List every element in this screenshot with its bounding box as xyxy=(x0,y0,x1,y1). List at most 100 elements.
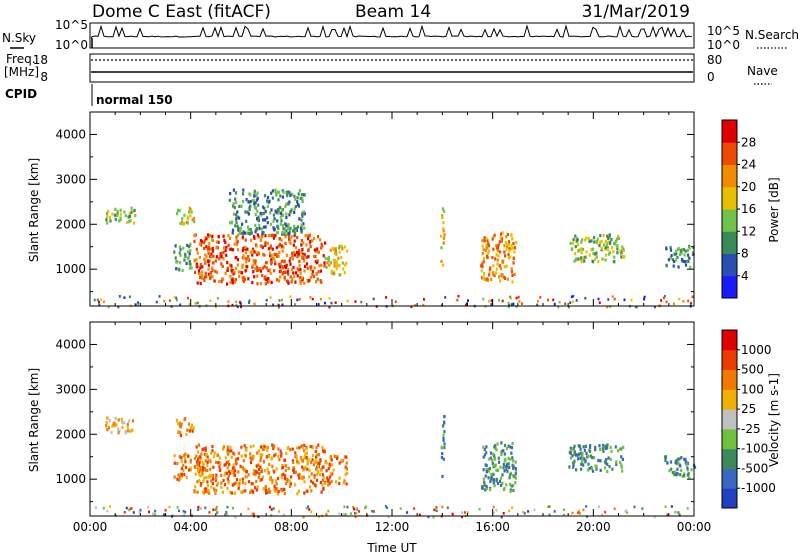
data-cell xyxy=(511,463,514,467)
data-cell xyxy=(442,457,445,461)
nave-tick-top: 80 xyxy=(707,53,722,67)
data-cell xyxy=(442,438,445,442)
data-cell xyxy=(503,452,506,456)
data-cell xyxy=(197,450,200,454)
data-cell xyxy=(199,468,203,472)
clutter-cell xyxy=(354,515,357,519)
data-cell xyxy=(235,213,238,217)
data-cell xyxy=(117,418,120,422)
panel-frame xyxy=(89,111,695,307)
data-cell xyxy=(281,249,284,253)
data-cell xyxy=(204,253,207,257)
data-cell xyxy=(203,276,206,280)
data-cell xyxy=(503,250,506,254)
data-cell xyxy=(283,477,286,481)
data-cell xyxy=(317,270,320,274)
data-cell xyxy=(266,216,269,220)
data-cell xyxy=(482,248,485,252)
data-cell xyxy=(606,240,610,244)
data-cell xyxy=(674,470,677,474)
clutter-cell xyxy=(277,303,280,307)
clutter-cell xyxy=(553,510,556,513)
data-cell xyxy=(236,258,240,262)
data-cell xyxy=(496,481,500,486)
data-cell xyxy=(343,245,346,249)
clutter-cell xyxy=(197,505,200,509)
data-cell xyxy=(173,250,176,254)
data-cell xyxy=(294,470,297,474)
clutter-cell xyxy=(451,512,454,516)
clutter-cell xyxy=(633,505,636,509)
data-cell xyxy=(254,250,257,254)
data-cell xyxy=(277,447,280,451)
clutter-cell xyxy=(270,514,273,517)
data-cell xyxy=(259,282,262,286)
velocity-ylabel: Slant Range [km] xyxy=(27,368,41,472)
data-cell xyxy=(501,231,504,235)
data-cell xyxy=(218,465,221,469)
data-cell xyxy=(203,257,206,261)
data-cell xyxy=(121,421,124,425)
data-cell xyxy=(176,212,179,216)
data-cell xyxy=(491,237,494,241)
data-cell xyxy=(207,250,210,254)
data-cell xyxy=(345,467,348,471)
data-cell xyxy=(247,227,250,231)
data-cell xyxy=(251,457,254,461)
clutter-cell xyxy=(182,510,185,513)
clutter-cell xyxy=(690,302,692,305)
colorbar-tick-label: 25 xyxy=(741,402,756,416)
title: Dome C East (fitACF) xyxy=(92,2,271,22)
colorbar-tick-label: -500 xyxy=(741,461,768,475)
data-cell xyxy=(308,475,311,479)
data-cell xyxy=(276,219,279,223)
data-cell xyxy=(494,463,497,467)
nsky-label: N.Sky xyxy=(2,31,36,45)
data-cell xyxy=(179,476,182,480)
data-cell xyxy=(509,445,512,449)
data-cell xyxy=(204,489,207,493)
data-cell xyxy=(499,236,502,240)
data-cell xyxy=(338,273,341,277)
data-cell xyxy=(234,473,237,477)
data-cell xyxy=(244,210,247,214)
data-cell xyxy=(285,190,288,194)
data-cell xyxy=(485,484,488,489)
data-cell xyxy=(611,467,614,471)
data-cell xyxy=(316,277,319,281)
data-cell xyxy=(263,275,267,279)
data-cell xyxy=(501,259,504,263)
data-cell xyxy=(274,252,277,257)
data-cell xyxy=(178,245,181,249)
data-cell xyxy=(340,256,343,260)
data-cell xyxy=(498,264,501,268)
data-cell xyxy=(264,488,267,493)
data-cell xyxy=(259,478,262,482)
data-cell xyxy=(179,434,183,438)
data-cell xyxy=(597,458,600,463)
clutter-cell xyxy=(571,511,574,515)
data-cell xyxy=(208,473,211,478)
data-cell xyxy=(286,479,289,483)
data-cell xyxy=(298,259,301,264)
clutter-cell xyxy=(460,511,463,514)
data-cell xyxy=(198,479,201,483)
data-cell xyxy=(622,255,625,259)
data-cell xyxy=(285,451,288,455)
data-cell xyxy=(211,238,215,243)
data-cell xyxy=(440,246,443,250)
data-cell xyxy=(179,221,182,225)
data-cell xyxy=(204,475,207,480)
data-cell xyxy=(224,271,227,276)
data-cell xyxy=(683,253,686,257)
data-cell xyxy=(245,219,248,223)
data-cell xyxy=(199,455,202,459)
clutter-cell xyxy=(522,510,525,514)
data-cell xyxy=(230,470,234,474)
data-region xyxy=(324,244,349,277)
data-cell xyxy=(186,217,189,221)
data-cell xyxy=(315,280,318,284)
data-cell xyxy=(569,446,572,450)
data-cell xyxy=(239,464,242,469)
data-cell xyxy=(120,417,123,421)
